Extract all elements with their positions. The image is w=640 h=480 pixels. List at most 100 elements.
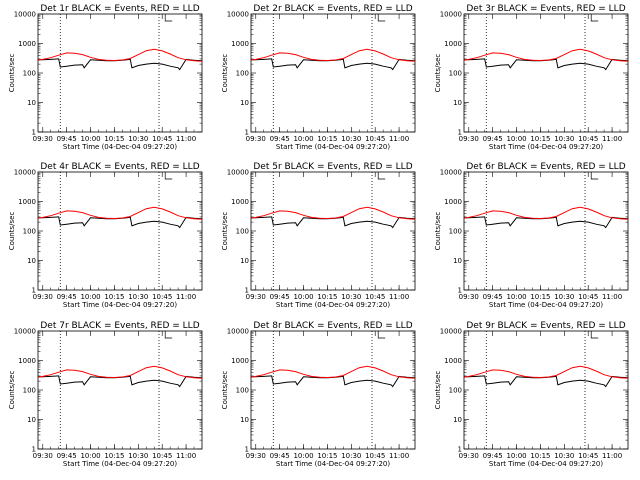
y-tick-label: 1000	[18, 357, 36, 365]
panel-title: Det 9r BLACK = Events, RED = LLD	[466, 321, 625, 331]
x-tick-label: 10:00	[80, 293, 100, 301]
y-tick-label: 1000	[231, 40, 249, 48]
y-tick-label: 1	[32, 287, 36, 295]
x-axis-label: Start Time (04-Dec-04 09:27:20)	[489, 460, 603, 468]
y-tick-label: 10000	[440, 328, 462, 336]
corner-marker	[164, 14, 173, 22]
corner-marker	[590, 14, 599, 22]
y-tick-label: 10	[453, 416, 462, 424]
x-axis-label: Start Time (04-Dec-04 09:27:20)	[489, 301, 603, 309]
x-tick-label: 10:15	[104, 293, 124, 301]
x-tick-label: 10:15	[530, 293, 550, 301]
panel-title: Det 7r BLACK = Events, RED = LLD	[40, 321, 199, 331]
x-tick-label: 09:30	[459, 293, 479, 301]
plot-frame	[250, 13, 416, 133]
y-tick-label: 10	[27, 257, 36, 265]
x-tick-label: 11:00	[602, 293, 622, 301]
x-axis-label: Start Time (04-Dec-04 09:27:20)	[63, 301, 177, 309]
y-tick-label: 10	[27, 99, 36, 107]
x-axis-label: Start Time (04-Dec-04 09:27:20)	[276, 460, 390, 468]
corner-marker	[377, 14, 386, 22]
x-tick-label: 10:30	[341, 452, 361, 460]
x-tick-label: 09:45	[270, 452, 290, 460]
y-tick-label: 100	[23, 70, 36, 78]
y-tick-label: 100	[236, 228, 249, 236]
y-tick-label: 10	[240, 99, 249, 107]
y-tick-label: 100	[449, 70, 462, 78]
x-tick-label: 10:00	[293, 293, 313, 301]
plot-frame	[37, 330, 203, 450]
y-tick-label: 100	[23, 228, 36, 236]
y-tick-label: 10	[453, 99, 462, 107]
x-tick-label: 10:30	[128, 135, 148, 143]
x-tick-label: 10:15	[104, 135, 124, 143]
x-tick-label: 10:00	[80, 452, 100, 460]
plot-frame	[250, 171, 416, 291]
x-tick-label: 10:45	[152, 135, 172, 143]
y-tick-label: 1000	[231, 357, 249, 365]
x-tick-label: 09:45	[270, 135, 290, 143]
corner-marker	[377, 172, 386, 180]
lld-series-line	[37, 48, 203, 62]
y-axis-label: Counts/sec	[8, 54, 16, 93]
y-tick-label: 100	[236, 387, 249, 395]
y-tick-label: 1	[245, 129, 249, 137]
x-axis-label: Start Time (04-Dec-04 09:27:20)	[276, 143, 390, 151]
y-tick-label: 1	[245, 446, 249, 454]
x-tick-label: 10:00	[80, 135, 100, 143]
x-tick-label: 10:15	[530, 135, 550, 143]
y-tick-label: 1000	[18, 40, 36, 48]
x-tick-label: 10:00	[506, 135, 526, 143]
x-tick-label: 10:45	[365, 452, 385, 460]
lld-series-line	[463, 206, 629, 220]
plot-frame	[463, 330, 629, 450]
lld-series-line	[250, 206, 416, 220]
x-tick-label: 10:45	[578, 135, 598, 143]
x-tick-label: 09:30	[33, 293, 53, 301]
plot-frame	[37, 13, 203, 133]
y-tick-label: 100	[449, 228, 462, 236]
corner-marker	[590, 331, 599, 339]
corner-marker	[164, 172, 173, 180]
y-tick-label: 1000	[444, 40, 462, 48]
x-tick-label: 11:00	[176, 135, 196, 143]
x-tick-label: 11:00	[602, 135, 622, 143]
x-tick-label: 09:30	[246, 135, 266, 143]
panel-7: Det 7r BLACK = Events, RED = LLD 1 10 100 10…	[8, 321, 203, 468]
x-tick-label: 10:15	[317, 293, 337, 301]
y-tick-label: 1	[458, 129, 462, 137]
x-tick-label: 09:30	[33, 452, 53, 460]
y-tick-label: 1	[245, 287, 249, 295]
y-tick-label: 1000	[444, 198, 462, 206]
y-tick-label: 10000	[440, 169, 462, 177]
panel-title: Det 6r BLACK = Events, RED = LLD	[466, 162, 625, 172]
x-axis-label: Start Time (04-Dec-04 09:27:20)	[63, 460, 177, 468]
x-tick-label: 10:30	[554, 452, 574, 460]
x-tick-label: 09:45	[57, 452, 77, 460]
x-tick-label: 10:45	[578, 452, 598, 460]
panel-5: Det 5r BLACK = Events, RED = LLD 1 10 100 10…	[221, 162, 416, 309]
x-tick-label: 09:30	[246, 293, 266, 301]
y-axis-label: Counts/sec	[221, 54, 229, 93]
y-axis-label: Counts/sec	[8, 371, 16, 410]
y-tick-label: 10000	[14, 169, 36, 177]
x-tick-label: 10:30	[554, 293, 574, 301]
y-tick-label: 10000	[14, 328, 36, 336]
panel-9: Det 9r BLACK = Events, RED = LLD 1 10 100 10…	[434, 321, 629, 468]
x-tick-label: 10:15	[104, 452, 124, 460]
panel-title: Det 4r BLACK = Events, RED = LLD	[40, 162, 199, 172]
y-axis-label: Counts/sec	[8, 212, 16, 251]
lld-series-line	[37, 365, 203, 379]
x-tick-label: 11:00	[389, 452, 409, 460]
y-tick-label: 100	[236, 70, 249, 78]
plot-frame	[463, 13, 629, 133]
y-tick-label: 1000	[444, 357, 462, 365]
y-tick-label: 1	[458, 446, 462, 454]
panel-title: Det 8r BLACK = Events, RED = LLD	[253, 321, 412, 331]
x-axis-label: Start Time (04-Dec-04 09:27:20)	[276, 301, 390, 309]
x-tick-label: 10:15	[317, 452, 337, 460]
panel-8: Det 8r BLACK = Events, RED = LLD 1 10 100 10…	[221, 321, 416, 468]
y-axis-label: Counts/sec	[221, 212, 229, 251]
y-tick-label: 1	[458, 287, 462, 295]
